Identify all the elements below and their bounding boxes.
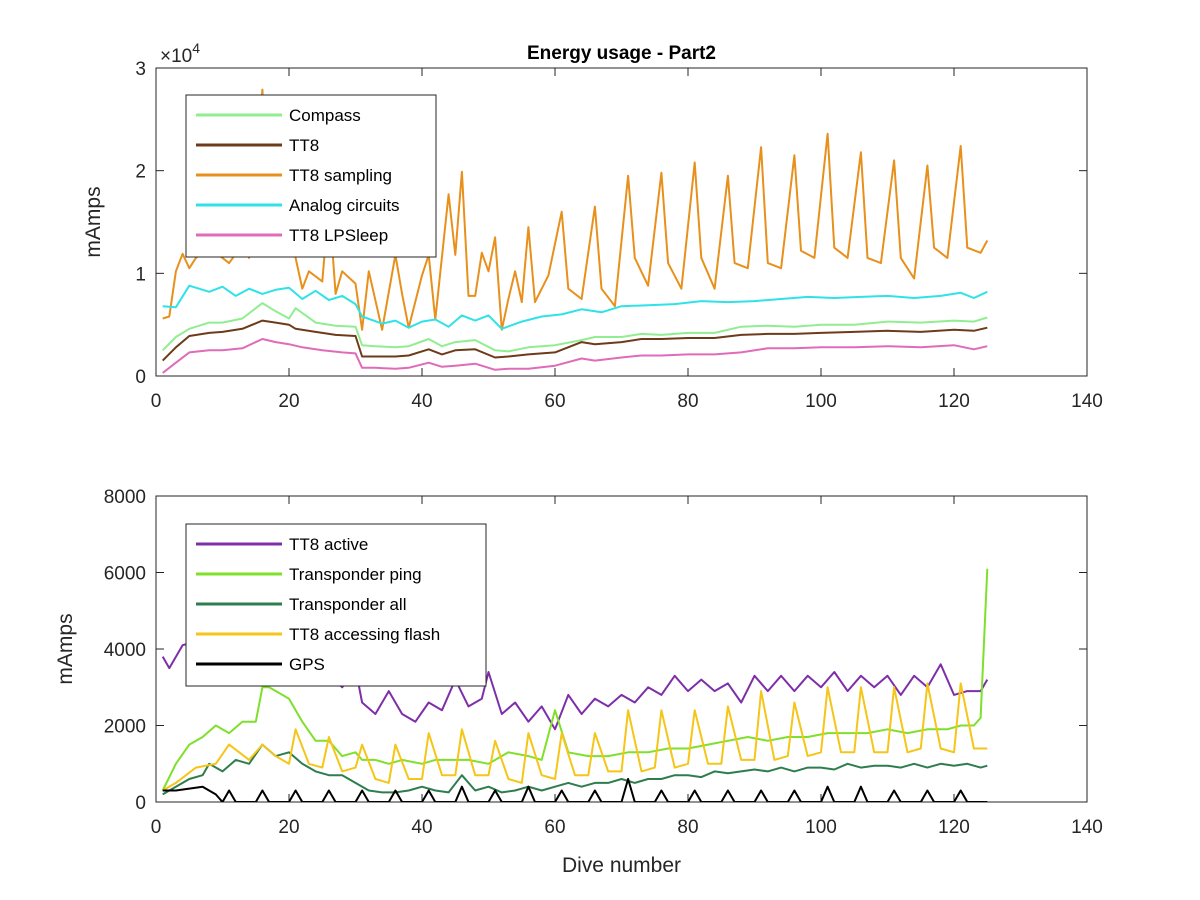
legend-label-transponder-all: Transponder all (289, 595, 407, 614)
legend: Compass TT8 TT8 sampling Analog circuits TT8… (185, 94, 437, 258)
x-tick-label: 0 (151, 817, 162, 838)
y-tick-label: 1 (135, 264, 146, 285)
y-exponent-base: ×10 (160, 46, 192, 67)
x-tick-label: 40 (411, 391, 432, 412)
x-tick-label: 100 (805, 391, 837, 412)
y-tick-label: 8000 (104, 487, 146, 508)
legend: TT8 active Transponder ping Transponder al… (185, 523, 487, 687)
legend-label-tt8-active: TT8 active (289, 535, 368, 554)
x-tick-label: 140 (1071, 817, 1103, 838)
legend-label-compass: Compass (289, 106, 361, 125)
y-tick-label: 2000 (104, 717, 146, 738)
y-exponent-label: ×104 (160, 40, 200, 67)
legend-label-gps: GPS (289, 655, 325, 674)
legend-label-tt8-lpsleep: TT8 LPSleep (289, 226, 388, 245)
chart-title: Energy usage - Part2 (527, 43, 716, 64)
series-line-compass (161, 302, 988, 353)
series-line-transponder-ping (161, 568, 989, 791)
x-tick-label: 120 (938, 817, 970, 838)
y-tick-label: 2 (135, 162, 146, 183)
legend-label-transponder-ping: Transponder ping (289, 565, 422, 584)
chart-2: 0 20 40 60 80 100 120 140 0 2000 4000 6000 8000 mAmps… (54, 487, 1103, 877)
x-tick-label: 20 (278, 817, 299, 838)
x-tick-label: 40 (411, 817, 432, 838)
x-tick-label: 80 (677, 391, 698, 412)
y-tick-label: 0 (135, 367, 146, 388)
y-axis-label: mAmps (82, 186, 105, 257)
legend-label-tt8-accessing-flash: TT8 accessing flash (289, 625, 440, 644)
legend-label-tt8: TT8 (289, 136, 319, 155)
x-tick-label: 60 (544, 817, 565, 838)
x-tick-label: 120 (938, 391, 970, 412)
legend-label-tt8-sampling: TT8 sampling (289, 166, 392, 185)
x-tick-label: 0 (151, 391, 162, 412)
series-line-transponder-all (162, 743, 988, 796)
series-line-tt8-sampling (162, 88, 989, 331)
legend-label-analog-circuits: Analog circuits (289, 196, 400, 215)
y-tick-label: 6000 (104, 564, 146, 585)
series-line-tt8-accessing-flash (162, 682, 988, 792)
series-line-tt8 (161, 319, 988, 362)
series-line-analog-circuits (162, 284, 988, 330)
x-tick-label: 60 (544, 391, 565, 412)
x-axis-label: Dive number (562, 854, 681, 877)
series-group (161, 88, 989, 374)
y-tick-label: 3 (135, 59, 146, 80)
y-tick-label: 4000 (104, 640, 146, 661)
chart-1: 0 20 40 60 80 100 120 140 0 1 2 3 ×104 Energy usage -… (82, 40, 1103, 412)
y-exponent-power: 4 (192, 40, 200, 56)
y-axis-label: mAmps (54, 613, 77, 684)
x-tick-label: 140 (1071, 391, 1103, 412)
x-tick-label: 100 (805, 817, 837, 838)
series-line-tt8-lpsleep (162, 338, 988, 374)
x-tick-label: 80 (677, 817, 698, 838)
x-tick-label: 20 (278, 391, 299, 412)
y-tick-label: 0 (135, 793, 146, 814)
